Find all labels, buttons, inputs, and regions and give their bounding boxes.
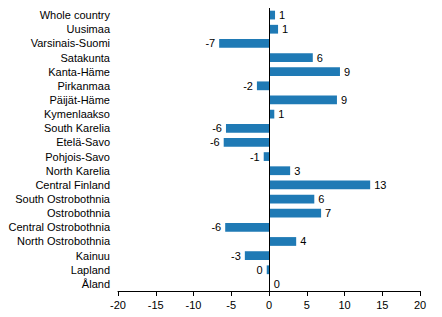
svg-text:-20: -20 [110, 299, 126, 311]
svg-text:Central Ostrobothnia: Central Ostrobothnia [9, 221, 111, 233]
svg-text:Kainuu: Kainuu [76, 250, 110, 262]
svg-text:-3: -3 [231, 250, 241, 262]
svg-text:-15: -15 [148, 299, 164, 311]
svg-text:Uusimaa: Uusimaa [67, 23, 111, 35]
svg-text:Whole country: Whole country [40, 9, 111, 21]
svg-text:Satakunta: Satakunta [60, 52, 110, 64]
svg-text:0: 0 [266, 299, 272, 311]
svg-text:South Karelia: South Karelia [44, 122, 111, 134]
svg-text:Pohjois-Savo: Pohjois-Savo [45, 151, 110, 163]
svg-text:North Ostrobothnia: North Ostrobothnia [17, 235, 111, 247]
svg-text:9: 9 [344, 66, 350, 78]
svg-text:9: 9 [341, 94, 347, 106]
svg-text:1: 1 [282, 23, 288, 35]
svg-text:-10: -10 [186, 299, 202, 311]
svg-text:3: 3 [294, 165, 300, 177]
svg-text:13: 13 [374, 179, 386, 191]
svg-text:Åland: Åland [82, 278, 110, 290]
svg-text:0: 0 [274, 278, 280, 290]
svg-text:Lapland: Lapland [71, 264, 110, 276]
svg-text:Kymenlaakso: Kymenlaakso [44, 108, 110, 120]
svg-text:-5: -5 [226, 299, 236, 311]
svg-text:-7: -7 [205, 37, 215, 49]
svg-text:5: 5 [304, 299, 310, 311]
svg-text:Central Finland: Central Finland [35, 179, 110, 191]
svg-text:-1: -1 [250, 151, 260, 163]
svg-text:-6: -6 [212, 122, 222, 134]
svg-text:1: 1 [278, 108, 284, 120]
svg-text:South Ostrobothnia: South Ostrobothnia [15, 193, 111, 205]
svg-text:Kanta-Häme: Kanta-Häme [48, 66, 110, 78]
svg-text:1: 1 [279, 9, 285, 21]
svg-text:-6: -6 [211, 221, 221, 233]
svg-text:10: 10 [338, 299, 350, 311]
svg-text:Etelä-Savo: Etelä-Savo [56, 136, 110, 148]
svg-text:-6: -6 [210, 136, 220, 148]
svg-text:6: 6 [317, 52, 323, 64]
svg-text:4: 4 [300, 235, 306, 247]
svg-text:6: 6 [318, 193, 324, 205]
svg-text:7: 7 [325, 207, 331, 219]
svg-text:Ostrobothnia: Ostrobothnia [47, 207, 111, 219]
svg-text:Pirkanmaa: Pirkanmaa [57, 80, 110, 92]
svg-text:0: 0 [257, 264, 263, 276]
svg-text:Varsinais-Suomi: Varsinais-Suomi [31, 37, 110, 49]
svg-text:Päijät-Häme: Päijät-Häme [49, 94, 110, 106]
svg-text:15: 15 [376, 299, 388, 311]
svg-text:North Karelia: North Karelia [46, 165, 111, 177]
svg-text:-2: -2 [243, 80, 253, 92]
svg-text:20: 20 [414, 299, 426, 311]
